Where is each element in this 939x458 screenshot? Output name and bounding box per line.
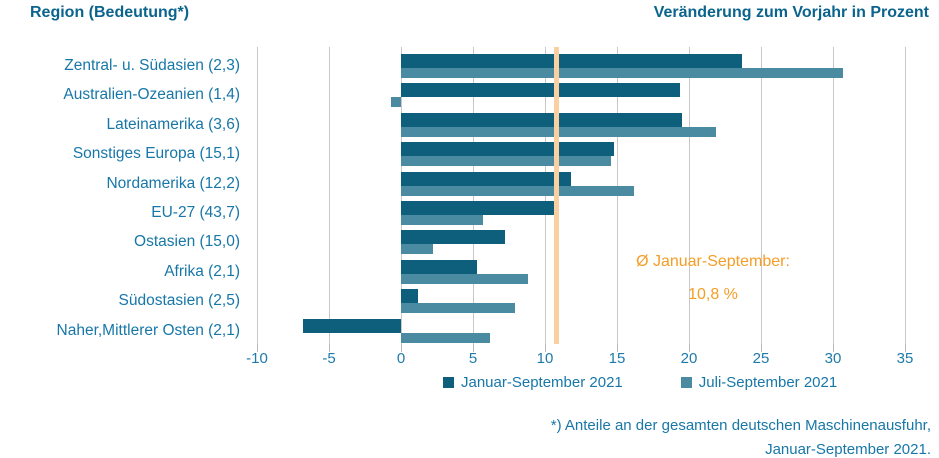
axis-tick-mark — [904, 344, 906, 352]
bar-jan-sep — [401, 83, 681, 98]
axis-tick-label: 25 — [752, 350, 770, 367]
legend-swatch-icon — [443, 376, 454, 388]
legend-item-jul-sep: Juli-September 2021 — [680, 373, 838, 391]
bar-jul-sep — [401, 185, 635, 196]
region-label: Zentral- u. Südasien (2,3) — [64, 57, 240, 74]
gridline — [328, 47, 330, 344]
annotation-average-label: Ø Januar-September: — [636, 253, 790, 270]
footnote: *) Anteile an der gesamten deutschen Mas… — [551, 414, 931, 458]
bar-jul-sep — [401, 273, 528, 284]
region-label: Ostasien (15,0) — [134, 233, 240, 251]
gridline — [688, 47, 690, 344]
axis-tick-label: 15 — [608, 350, 626, 367]
legend: Januar-September 2021 Juli-September 2021 — [443, 372, 837, 392]
annotation-average: Ø Januar-September: 10,8 % — [588, 253, 838, 304]
bar-jan-sep — [401, 201, 556, 215]
bar-jul-sep — [401, 303, 515, 314]
axis-tick-label: 20 — [680, 350, 698, 367]
axis-tick-label: 5 — [468, 350, 478, 367]
footnote-line2: Januar-September 2021. — [765, 441, 931, 458]
region-label: Afrika (2,1) — [164, 262, 240, 280]
footnote-line1: *) Anteile an der gesamten deutschen Mas… — [550, 417, 931, 434]
axis-tick-mark — [832, 344, 834, 352]
region-label: Australien-Ozeanien (1,4) — [63, 86, 240, 104]
axis-tick-label: 0 — [396, 350, 406, 367]
reference-line-average — [554, 47, 560, 344]
region-label: EU-27 (43,7) — [151, 204, 240, 221]
legend-item-jan-sep: Januar-September 2021 — [443, 374, 623, 391]
bar-jul-sep — [401, 244, 433, 255]
bar-jan-sep — [401, 112, 682, 127]
axis-tick-label: 30 — [824, 350, 842, 367]
region-label: Lateinamerika (3,6) — [106, 115, 240, 133]
bar-jan-sep — [401, 230, 505, 245]
region-label: Nordamerika (12,2) — [106, 174, 240, 192]
axis-tick-mark — [400, 344, 402, 352]
axis-tick-label: 35 — [896, 350, 914, 367]
bar-jul-sep — [401, 156, 612, 167]
axis-tick-label: -10 — [246, 350, 268, 367]
gridline — [256, 47, 258, 344]
plot-area — [256, 47, 906, 352]
bar-jan-sep — [401, 289, 419, 304]
axis-tick-mark — [256, 344, 258, 352]
axis-tick-mark — [616, 344, 618, 352]
bar-jan-sep — [401, 171, 571, 186]
bar-jul-sep — [390, 97, 401, 108]
axis-tick-mark — [328, 344, 330, 352]
axis-tick-label: 10 — [536, 350, 554, 367]
region-label: Sonstiges Europa (15,1) — [72, 145, 240, 163]
chart-title: Veränderung zum Vorjahr in Prozent — [653, 4, 929, 21]
axis-tick-mark — [688, 344, 690, 352]
legend-swatch-icon — [680, 376, 692, 388]
y-axis-title: Region (Bedeutung*) — [30, 4, 190, 21]
bar-jan-sep — [401, 142, 615, 157]
legend-label: Juli-September 2021 — [698, 373, 838, 391]
axis-tick-mark — [544, 344, 546, 352]
gridline — [832, 47, 834, 344]
region-label: Südostasien (2,5) — [118, 292, 241, 310]
axis-tick-mark — [472, 344, 474, 352]
bar-jan-sep — [401, 54, 743, 68]
bar-jul-sep — [401, 215, 484, 225]
bar-jul-sep — [401, 332, 491, 343]
axis-tick-mark — [760, 344, 762, 352]
legend-label: Januar-September 2021 — [461, 373, 623, 391]
annotation-average-value: 10,8 % — [688, 286, 738, 303]
bar-jan-sep — [303, 318, 401, 333]
axis-tick-label: -5 — [322, 350, 336, 367]
gridline — [760, 47, 762, 344]
bar-jul-sep — [401, 68, 844, 78]
gridline — [904, 47, 906, 344]
bar-jan-sep — [401, 259, 478, 274]
region-label: Naher,Mittlerer Osten (2,1) — [56, 321, 240, 339]
